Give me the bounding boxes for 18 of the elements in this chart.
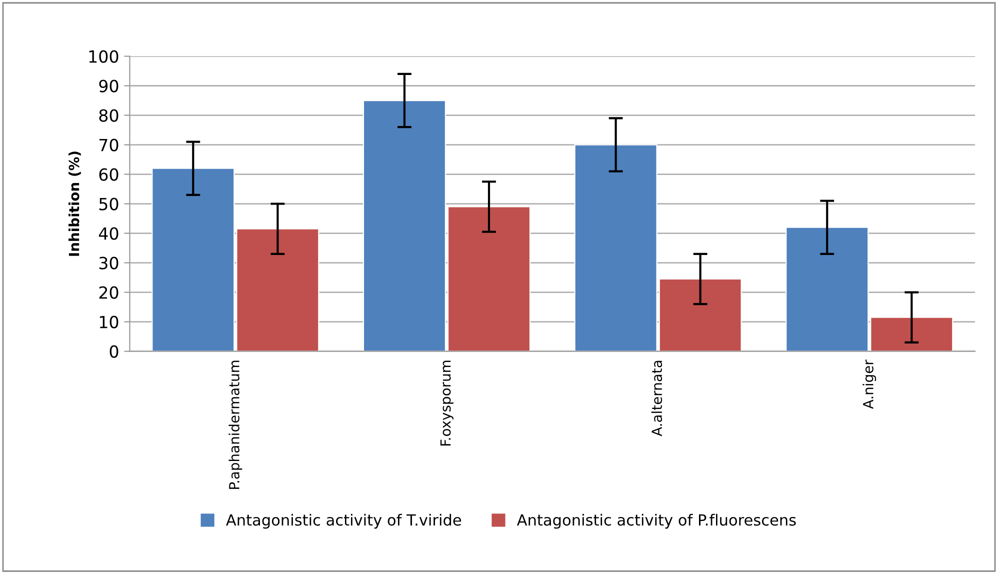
y-tick-label: 40 <box>98 227 118 240</box>
x-tick-label: A.niger <box>862 360 876 409</box>
y-tick-label: 90 <box>99 80 118 92</box>
x-tick-label: F.oxysporum <box>440 360 454 446</box>
y-tick-label: 10 <box>100 316 118 328</box>
y-tick-label: 30 <box>99 256 118 270</box>
legend-label: Antagonistic activity of T.viride <box>226 514 462 529</box>
y-tick-label: 20 <box>99 286 118 299</box>
legend-label: Antagonistic activity of P.fluorescens <box>516 514 796 529</box>
y-tick-label: 60 <box>99 168 118 181</box>
x-tick-label: A.alternata <box>651 360 662 436</box>
y-tick-label: 0 <box>110 345 118 358</box>
y-tick-label: 80 <box>99 109 118 122</box>
y-tick-label: 70 <box>99 138 118 152</box>
y-tick-label: 50 <box>99 198 118 210</box>
x-tick-label: P.aphanidermatum <box>228 360 242 489</box>
y-tick-label: 100 <box>89 50 118 63</box>
y-axis-title: Inhibition (%) <box>68 152 81 256</box>
